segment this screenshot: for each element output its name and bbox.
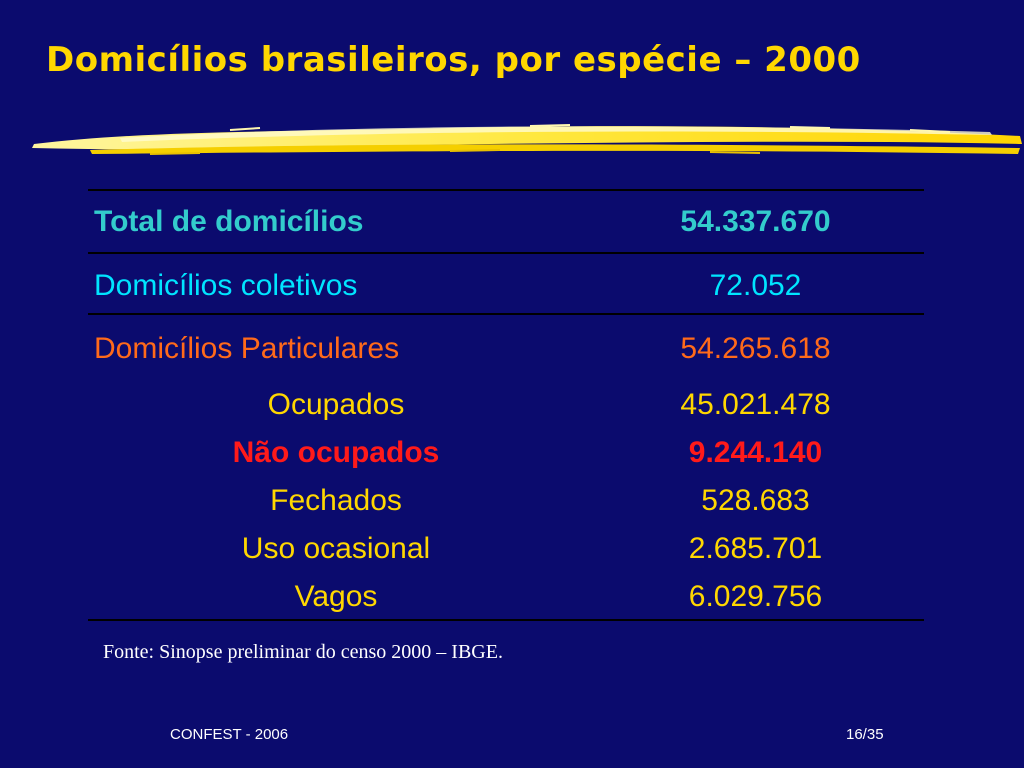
row-value: 528.683 xyxy=(701,484,810,517)
table-row-divider xyxy=(88,313,924,315)
table-row-uso-ocasional: Uso ocasional 2.685.701 xyxy=(88,529,924,569)
row-value: 9.244.140 xyxy=(688,436,823,469)
table-bottom-rule xyxy=(88,619,924,621)
row-label: Não ocupados xyxy=(232,436,440,469)
table-row-total: Total de domicílios 54.337.670 xyxy=(88,202,924,242)
row-value: 54.265.618 xyxy=(680,332,831,365)
table-row-nao-ocupados: Não ocupados 9.244.140 xyxy=(88,433,924,473)
table-row-particulares: Domicílios Particulares 54.265.618 xyxy=(88,329,924,369)
table-top-rule xyxy=(88,189,924,191)
row-label: Uso ocasional xyxy=(241,532,431,565)
table-row-vagos: Vagos 6.029.756 xyxy=(88,577,924,617)
row-label: Total de domicílios xyxy=(94,205,364,238)
source-note: Fonte: Sinopse preliminar do censo 2000 … xyxy=(103,641,503,663)
table-row-fechados: Fechados 528.683 xyxy=(88,481,924,521)
row-value: 72.052 xyxy=(709,269,802,302)
row-value: 54.337.670 xyxy=(680,205,831,238)
row-label: Domicílios coletivos xyxy=(94,269,358,302)
yellow-brush-stroke xyxy=(32,124,1022,155)
footer-event: CONFEST - 2006 xyxy=(170,726,289,743)
row-value: 2.685.701 xyxy=(688,532,823,565)
row-label: Domicílios Particulares xyxy=(94,332,400,365)
table-row-coletivos: Domicílios coletivos 72.052 xyxy=(88,266,924,306)
table-row-divider xyxy=(88,252,924,254)
row-label: Vagos xyxy=(294,580,378,613)
row-value: 6.029.756 xyxy=(688,580,823,613)
row-label: Ocupados xyxy=(267,388,405,421)
row-label: Fechados xyxy=(270,484,402,517)
row-value: 45.021.478 xyxy=(680,388,831,421)
page-number: 16/35 xyxy=(846,726,884,743)
table-row-ocupados: Ocupados 45.021.478 xyxy=(88,385,924,425)
slide-title: Domicílios brasileiros, por espécie – 20… xyxy=(46,40,861,80)
